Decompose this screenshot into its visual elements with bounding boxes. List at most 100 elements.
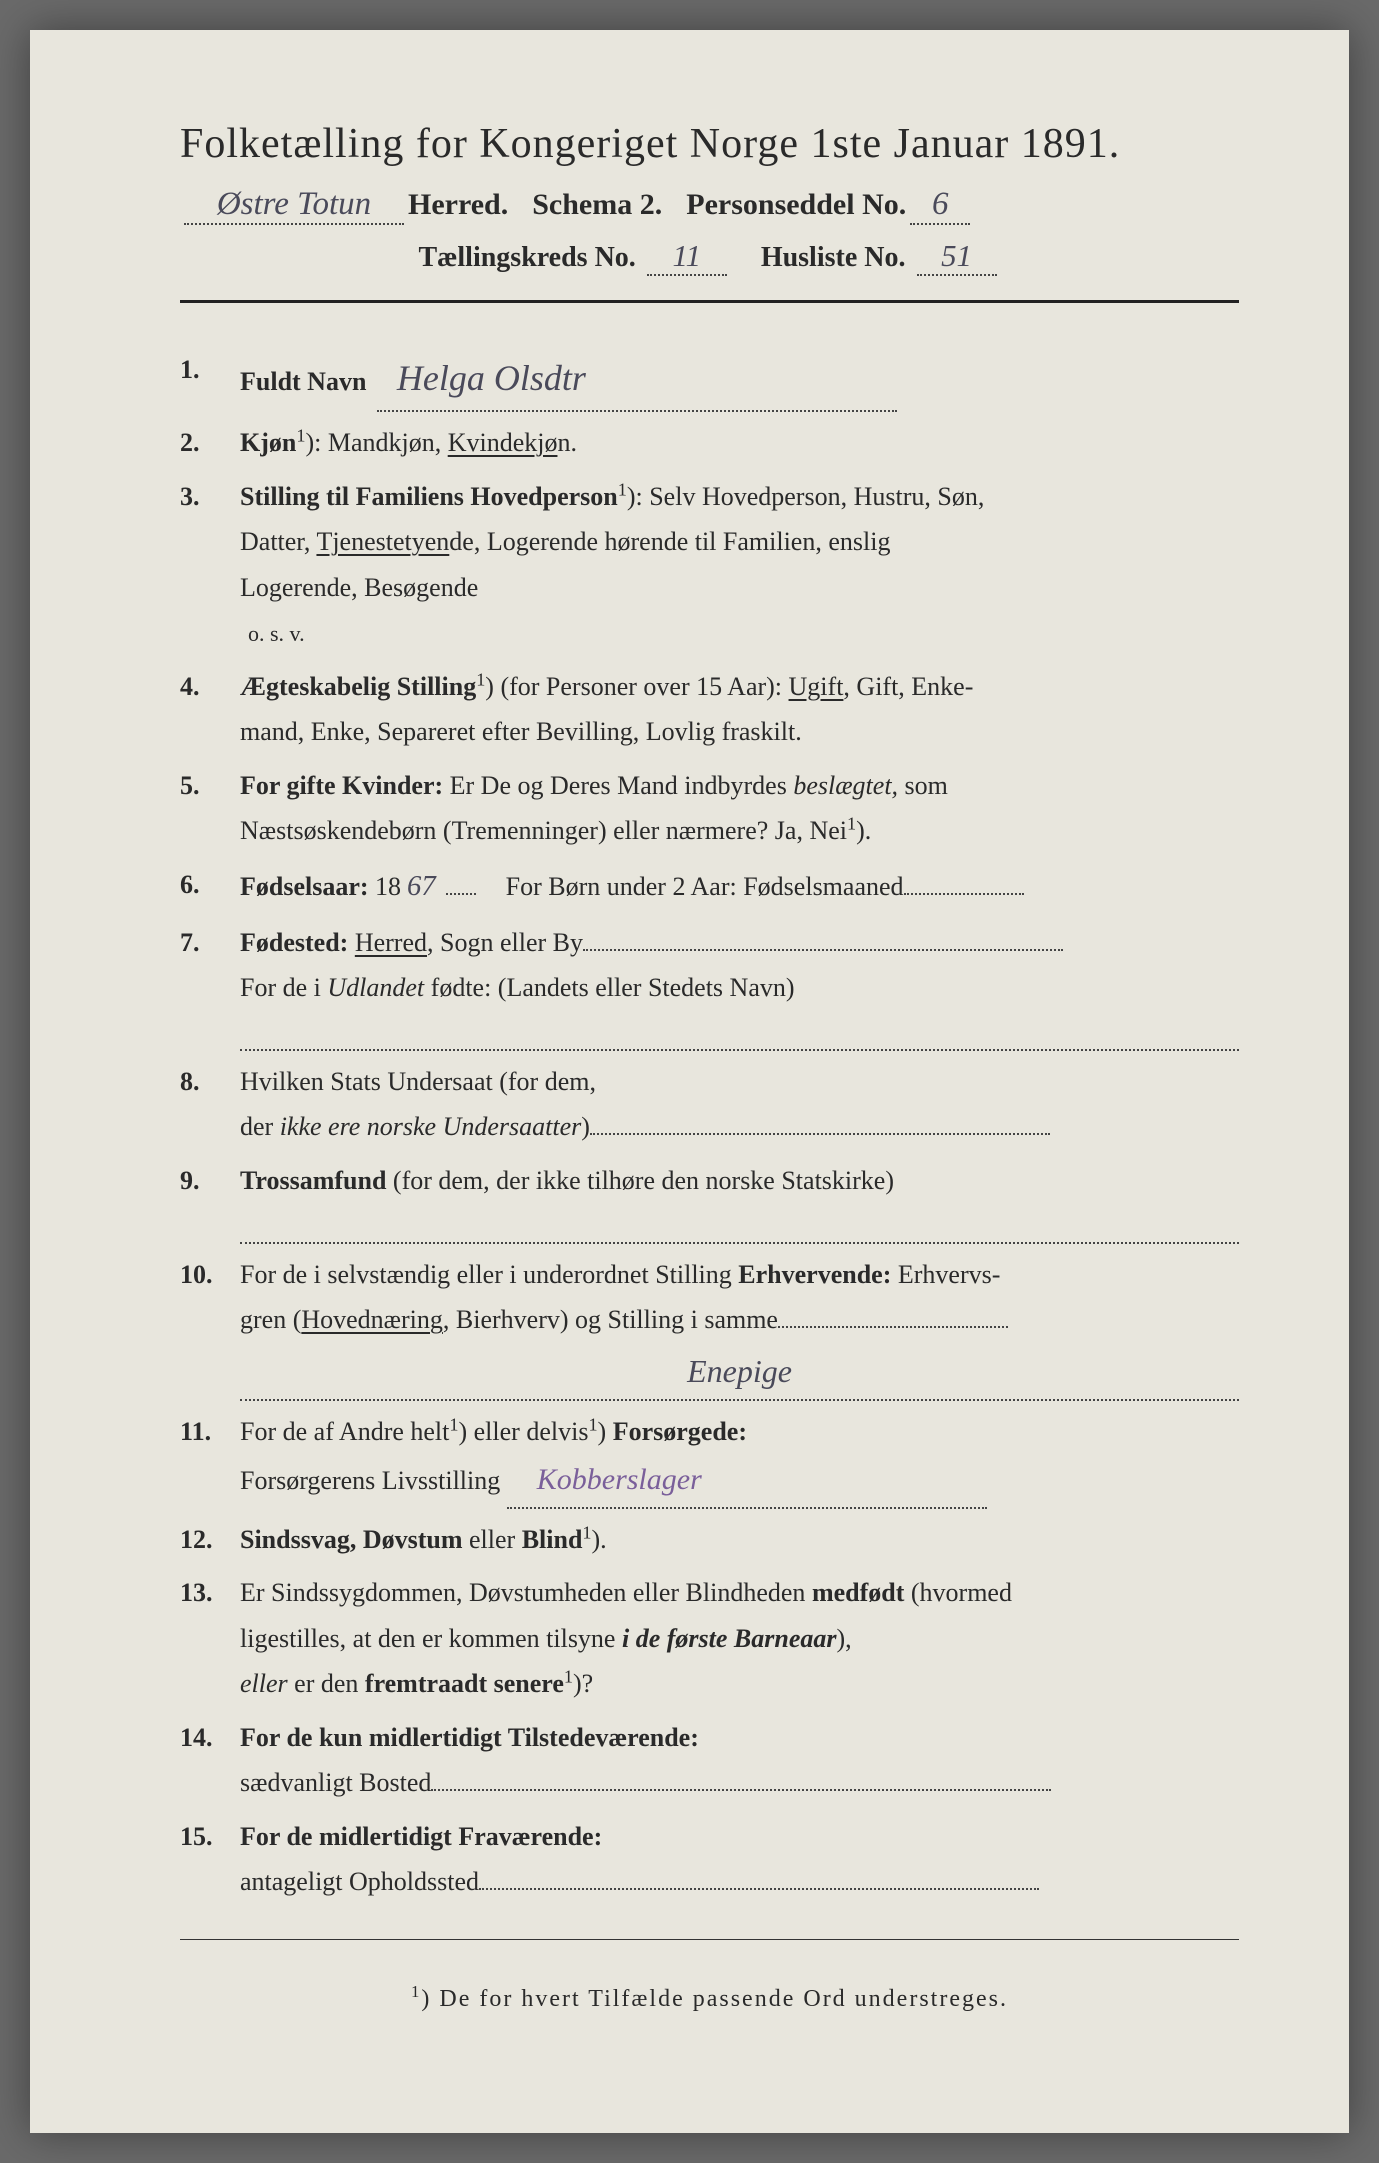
entries-list: 1. Fuldt Navn Helga Olsdtr 2. Kjøn1): Ma… <box>180 347 1239 1905</box>
entry-1: 1. Fuldt Navn Helga Olsdtr <box>180 347 1239 412</box>
text: ) <box>581 1112 590 1141</box>
label: Trossamfund <box>240 1166 386 1195</box>
entry-num: 4. <box>180 664 240 755</box>
entry-8: 8. Hvilken Stats Undersaat (for dem, der… <box>180 1059 1239 1150</box>
entry-num: 1. <box>180 347 240 412</box>
label: Fuldt Navn <box>240 367 366 396</box>
text: Forsørgerens Livsstilling <box>240 1466 500 1495</box>
italic: beslægtet, <box>793 771 898 800</box>
entry-9: 9. Trossamfund (for dem, der ikke tilhør… <box>180 1158 1239 1244</box>
entry-body: For de kun midlertidigt Tilstedeværende:… <box>240 1715 1239 1806</box>
personseddel-no: 6 <box>910 186 970 225</box>
label: Fødested: <box>240 928 348 957</box>
dots <box>778 1326 1008 1328</box>
text: ). <box>856 816 871 845</box>
dots <box>431 1789 1051 1791</box>
label: Stilling til Familiens Hovedperson <box>240 482 618 511</box>
dots <box>240 1207 1239 1243</box>
entry-num: 10. <box>180 1252 240 1401</box>
label: Ægteskabelig Stilling <box>240 672 476 701</box>
text: er den <box>288 1669 365 1698</box>
text: Datter, <box>240 527 316 556</box>
entry-num: 13. <box>180 1570 240 1707</box>
text: eller <box>463 1525 522 1554</box>
entry-12: 12. Sindssvag, Døvstum eller Blind1). <box>180 1517 1239 1563</box>
dots <box>590 1133 1050 1135</box>
text: mand, Enke, Separeret efter Bevilling, L… <box>240 717 802 746</box>
entry-num: 14. <box>180 1715 240 1806</box>
text: Næstsøskendebørn (Tremenninger) eller næ… <box>240 816 847 845</box>
bold: medfødt <box>812 1578 904 1607</box>
dots <box>240 1015 1239 1051</box>
text: Er Sindssygdommen, Døvstumheden eller Bl… <box>240 1578 812 1607</box>
entry-num: 2. <box>180 420 240 466</box>
bold: Blind <box>522 1525 583 1554</box>
text: Erhvervs- <box>891 1260 1000 1289</box>
text: (for dem, der ikke tilhøre den norske St… <box>386 1166 894 1195</box>
sup: 1 <box>582 1522 591 1542</box>
header-divider <box>180 300 1239 303</box>
underlined-choice: Herred <box>355 928 427 957</box>
label: For gifte Kvinder: <box>240 771 443 800</box>
entry-body: Kjøn1): Mandkjøn, Kvindekjøn. <box>240 420 1239 466</box>
text: n. <box>557 428 577 457</box>
underlined-choice: Hovednæring <box>301 1305 443 1334</box>
text: ) (for Personer over 15 Aar): <box>485 672 788 701</box>
entry-body: Sindssvag, Døvstum eller Blind1). <box>240 1517 1239 1563</box>
herred-name-handwritten: Østre Totun <box>184 186 404 225</box>
text: For de i selvstændig eller i underordnet… <box>240 1260 738 1289</box>
dots <box>446 893 476 895</box>
text: For de i <box>240 973 327 1002</box>
text: ) eller delvis <box>458 1417 588 1446</box>
entry-num: 11. <box>180 1409 240 1509</box>
text: , Sogn eller By <box>427 928 583 957</box>
text: , Gift, Enke- <box>843 672 973 701</box>
entry-num: 8. <box>180 1059 240 1150</box>
bold: Sindssvag, Døvstum <box>240 1525 463 1554</box>
text: (hvormed <box>904 1578 1012 1607</box>
provider-hand: Kobberslager <box>537 1463 702 1496</box>
text: de, Logerende hørende til Familien, ensl… <box>449 527 890 556</box>
name-value: Helga Olsdtr <box>377 347 897 412</box>
main-title: Folketælling for Kongeriget Norge 1ste J… <box>180 120 1239 168</box>
entry-body: Stilling til Familiens Hovedperson1): Se… <box>240 474 1239 656</box>
text: gren ( <box>240 1305 301 1334</box>
text: ligestilles, at den er kommen tilsyne <box>240 1624 622 1653</box>
text: ). <box>592 1525 607 1554</box>
text: )? <box>573 1669 593 1698</box>
dots <box>583 949 1063 951</box>
entry-body: Fødested: Herred, Sogn eller By For de i… <box>240 920 1239 1051</box>
underlined-choice: Ugift <box>789 672 844 701</box>
bold: fremtraadt senere <box>365 1669 564 1698</box>
entry-14: 14. For de kun midlertidigt Tilstedevære… <box>180 1715 1239 1806</box>
italic: i de første Barneaar <box>622 1624 837 1653</box>
text: For de af Andre helt <box>240 1417 449 1446</box>
entry-body: For de midlertidigt Fraværende: antageli… <box>240 1814 1239 1905</box>
italic: Udlandet <box>327 973 424 1002</box>
italic: ikke ere norske Undersaatter <box>280 1112 582 1141</box>
entry-body: Er Sindssygdommen, Døvstumheden eller Bl… <box>240 1570 1239 1707</box>
entry-11: 11. For de af Andre helt1) eller delvis1… <box>180 1409 1239 1509</box>
dots <box>904 893 1024 895</box>
text: ): Mandkjøn, <box>305 428 447 457</box>
entry-4: 4. Ægteskabelig Stilling1) (for Personer… <box>180 664 1239 755</box>
text: som <box>898 771 948 800</box>
entry-10: 10. For de i selvstændig eller i underor… <box>180 1252 1239 1401</box>
entry-body: Ægteskabelig Stilling1) (for Personer ov… <box>240 664 1239 755</box>
kreds-label: Tællingskreds No. <box>418 242 635 273</box>
bold: Erhvervende: <box>738 1260 891 1289</box>
subtitle-row-1: Østre Totun Herred. Schema 2. Personsedd… <box>180 186 1239 225</box>
sup: 1 <box>564 1667 573 1687</box>
text: Hvilken Stats Undersaat (for dem, <box>240 1067 596 1096</box>
occupation-hand: Enepige <box>681 1353 798 1389</box>
sup: 1 <box>588 1414 597 1434</box>
schema-label: Schema 2. <box>532 188 662 222</box>
italic: eller <box>240 1669 288 1698</box>
entry-body: Fuldt Navn Helga Olsdtr <box>240 347 1239 412</box>
entry-body: For de af Andre helt1) eller delvis1) Fo… <box>240 1409 1239 1509</box>
entry-num: 7. <box>180 920 240 1051</box>
subtitle-row-2: Tællingskreds No. 11 Husliste No. 51 <box>180 239 1239 276</box>
year-prefix: 18 <box>369 872 402 901</box>
entry-13: 13. Er Sindssygdommen, Døvstumheden elle… <box>180 1570 1239 1707</box>
label: Fødselsaar: <box>240 872 369 901</box>
